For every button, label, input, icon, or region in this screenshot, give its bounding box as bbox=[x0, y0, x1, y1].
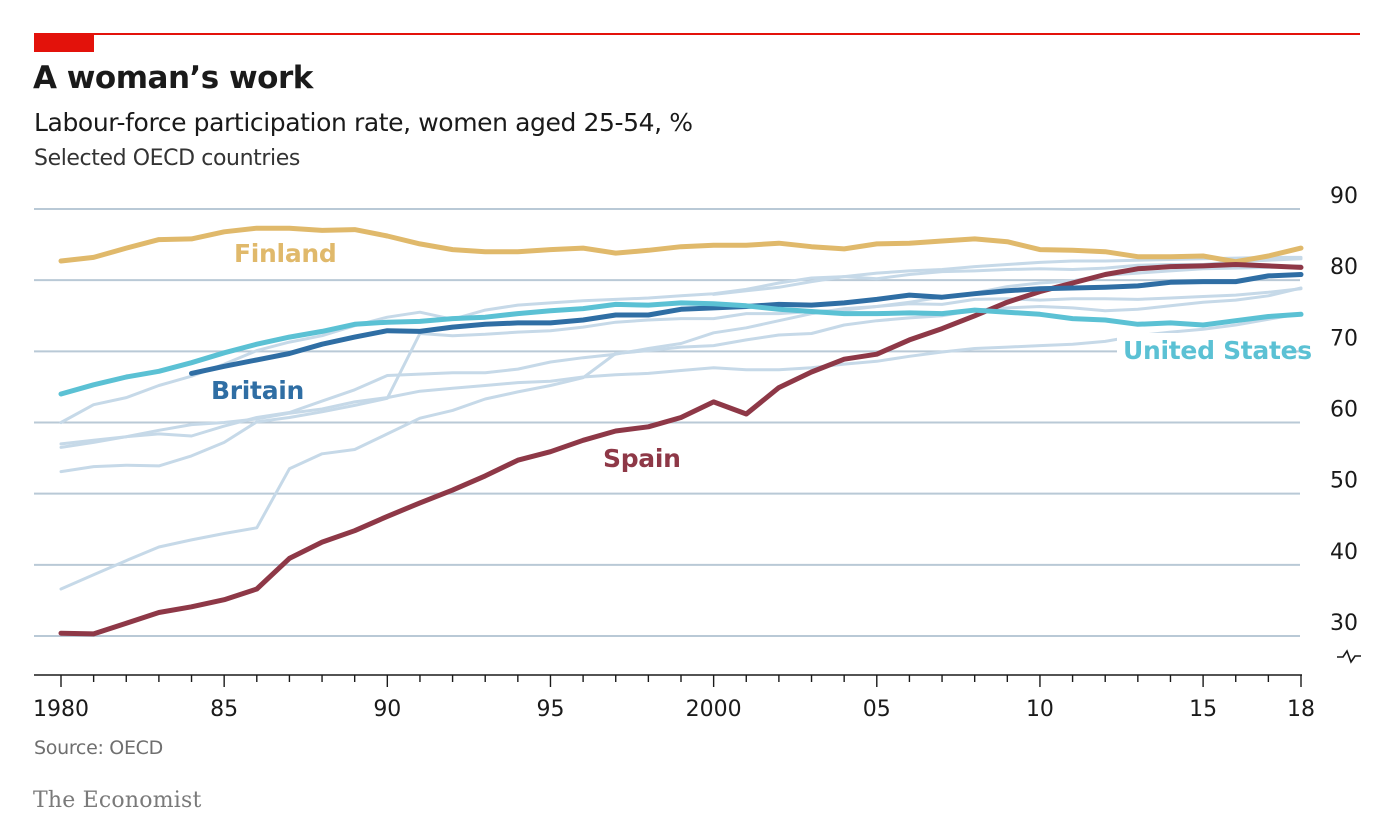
x-tick-label: 15 bbox=[1189, 697, 1217, 722]
label-backdrop bbox=[1117, 333, 1289, 367]
x-tick-label: 10 bbox=[1026, 697, 1054, 722]
x-tick-label: 1980 bbox=[33, 697, 89, 722]
x-tick-label: 05 bbox=[863, 697, 891, 722]
x-tick-label: 85 bbox=[210, 697, 238, 722]
brand-tab bbox=[34, 33, 94, 52]
axis-break-icon bbox=[1337, 649, 1361, 664]
y-tick-label: 50 bbox=[1330, 469, 1358, 494]
series-label-spain: Spain bbox=[603, 444, 681, 473]
series-line-finland bbox=[58, 225, 1304, 265]
series-label-britain: Britain bbox=[211, 376, 304, 405]
y-tick-label: 70 bbox=[1330, 326, 1358, 351]
x-tick-label: 90 bbox=[373, 697, 401, 722]
series-line-other-country bbox=[59, 312, 1303, 446]
series-label-finland: Finland bbox=[234, 239, 336, 268]
y-tick-label: 80 bbox=[1330, 255, 1358, 280]
series-line-other-country bbox=[59, 257, 1303, 424]
series-line-spain bbox=[58, 262, 1304, 637]
series-line-united-states bbox=[58, 300, 1304, 397]
series-line-other-country bbox=[59, 287, 1303, 474]
source-note: Source: OECD bbox=[34, 737, 163, 759]
series-label-united-states: United States bbox=[1123, 336, 1312, 365]
y-tick-label: 30 bbox=[1330, 611, 1358, 636]
brand-logo: The Economist bbox=[33, 788, 202, 813]
x-tick-label: 18 bbox=[1287, 697, 1315, 722]
top-rule bbox=[34, 33, 1360, 35]
chart-description: Selected OECD countries bbox=[34, 146, 300, 171]
y-tick-label: 60 bbox=[1330, 398, 1358, 423]
chart-subtitle: Labour-force participation rate, women a… bbox=[34, 108, 693, 137]
chart-title: A woman’s work bbox=[33, 60, 313, 96]
x-tick-label: 2000 bbox=[686, 697, 742, 722]
y-tick-label: 90 bbox=[1330, 184, 1358, 209]
x-tick-label: 95 bbox=[536, 697, 564, 722]
series-line-other-country bbox=[59, 286, 1303, 591]
y-tick-label: 40 bbox=[1330, 540, 1358, 565]
series-line-other-country bbox=[712, 255, 1303, 296]
